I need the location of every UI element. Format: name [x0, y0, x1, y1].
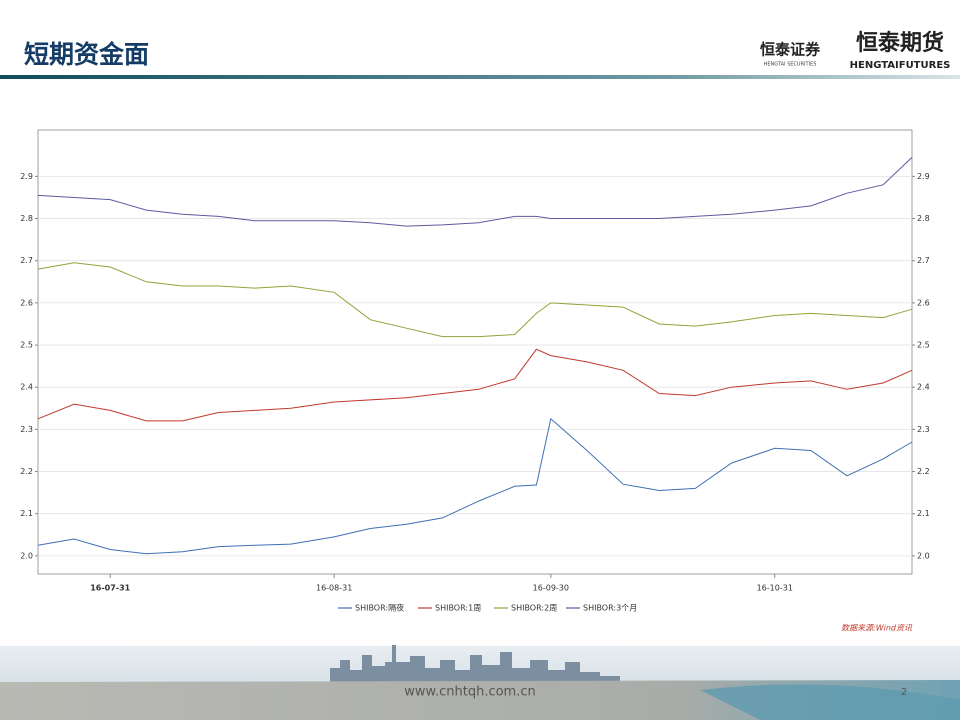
logo-text: 恒泰期货 — [856, 30, 944, 56]
y2-tick-label: 2.5 — [917, 341, 930, 350]
y-tick-label: 2.8 — [20, 214, 33, 223]
y2-tick-label: 2.6 — [917, 298, 930, 307]
x-tick-label: 16-08-31 — [316, 584, 352, 593]
page-number: 2 — [901, 687, 907, 698]
y-tick-label: 2.9 — [20, 172, 33, 181]
y2-tick-label: 2.1 — [917, 509, 930, 518]
y2-tick-label: 2.2 — [917, 467, 930, 476]
slide-title: 短期资金面 — [24, 40, 149, 69]
y-tick-label: 2.0 — [20, 551, 33, 560]
legend-label: SHIBOR:1周 — [435, 604, 481, 613]
series-line — [37, 348, 913, 422]
logo-subtext: HENGTAI SECURITIES — [764, 62, 817, 68]
chart: 2.0 2.0 2.1 2.1 2.2 2.2 2.3 2.3 2.4 2.4 2.5 2.5 2.6 2… — [20, 129, 930, 613]
y-tick-label: 2.4 — [20, 383, 33, 392]
plot-frame — [37, 129, 913, 575]
y2-tick-label: 2.9 — [917, 172, 930, 181]
x-tick-label: 16-07-31 — [90, 584, 130, 593]
y-tick-label: 2.3 — [20, 425, 33, 434]
x-tick-label: 16-09-30 — [533, 584, 569, 593]
series-line — [37, 262, 913, 338]
y-tick-label: 2.7 — [20, 256, 33, 265]
title-bar — [0, 75, 960, 79]
x-tick-label: 16-10-31 — [757, 584, 793, 593]
series-line — [37, 417, 913, 555]
logo-subtext: HENGTAIFUTURES — [850, 60, 951, 71]
y2-tick-label: 2.0 — [917, 551, 930, 560]
y2-tick-label: 2.8 — [917, 214, 930, 223]
y-tick-label: 2.2 — [20, 467, 33, 476]
legend-label: SHIBOR:隔夜 — [355, 603, 404, 613]
legend-label: SHIBOR:3个月 — [583, 604, 637, 613]
y2-tick-label: 2.3 — [917, 425, 930, 434]
y-tick-label: 2.5 — [20, 341, 33, 350]
legend-label: SHIBOR:2周 — [511, 604, 557, 613]
source-note: 数据来源:Wind资讯 — [841, 624, 913, 633]
footer-image — [0, 645, 960, 720]
y2-tick-label: 2.7 — [917, 256, 930, 265]
y-tick-label: 2.6 — [20, 298, 33, 307]
logo-text: 恒泰证券 — [760, 41, 821, 59]
y-tick-label: 2.1 — [20, 509, 33, 518]
series-line — [37, 157, 913, 227]
y2-tick-label: 2.4 — [917, 383, 930, 392]
website: www.cnhtqh.com.cn — [404, 685, 535, 700]
